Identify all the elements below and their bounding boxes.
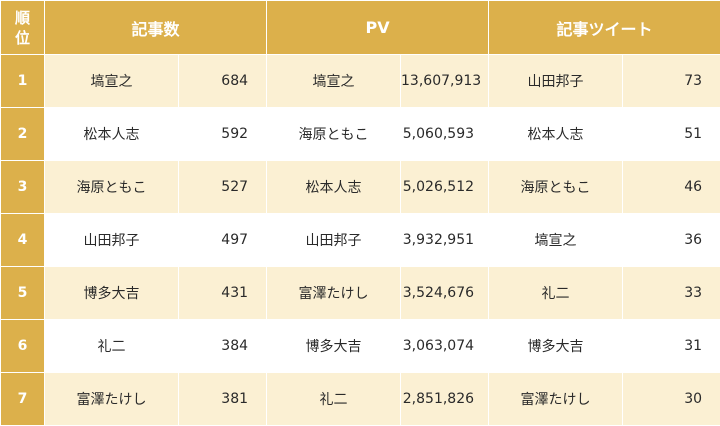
table-row: 3 海原ともこ 527 松本人志 5,026,512 海原ともこ 46 <box>0 160 720 214</box>
articles-name-cell: 山田邦子 <box>44 213 179 267</box>
articles-name-cell: 松本人志 <box>44 107 179 161</box>
table-row: 7 富澤たけし 381 礼二 2,851,826 富澤たけし 30 <box>0 372 720 426</box>
rank-header: 順位 <box>0 0 45 55</box>
articles-count-cell: 592 <box>177 107 268 161</box>
table-row: 4 山田邦子 497 山田邦子 3,932,951 塙宣之 36 <box>0 213 720 267</box>
table-row: 2 松本人志 592 海原ともこ 5,060,593 松本人志 51 <box>0 107 720 161</box>
articles-header: 記事数 <box>43 0 268 55</box>
rank-cell: 7 <box>0 372 45 426</box>
pv-count-cell: 3,524,676 <box>400 266 490 320</box>
tweets-count-cell: 30 <box>622 372 720 426</box>
articles-name-cell: 礼二 <box>44 319 179 373</box>
rank-cell: 6 <box>0 319 45 373</box>
tweets-count-cell: 31 <box>622 319 720 373</box>
pv-name-cell: 礼二 <box>266 372 402 426</box>
tweets-count-cell: 46 <box>622 160 720 214</box>
articles-name-cell: 塙宣之 <box>44 54 179 108</box>
table-row: 1 塙宣之 684 塙宣之 13,607,913 山田邦子 73 <box>0 54 720 108</box>
tweets-name-cell: 博多大吉 <box>488 319 624 373</box>
tweets-count-cell: 73 <box>622 54 720 108</box>
table-body: 1 塙宣之 684 塙宣之 13,607,913 山田邦子 73 2 松本人志 592 海原ともこ 5… <box>0 54 720 426</box>
pv-header: PV <box>266 0 490 55</box>
table-row: 6 礼二 384 博多大吉 3,063,074 博多大吉 31 <box>0 319 720 373</box>
articles-name-cell: 富澤たけし <box>44 372 179 426</box>
tweets-header: 記事ツイート <box>488 0 720 55</box>
articles-count-cell: 684 <box>177 54 268 108</box>
header-row: 順位 記事数 PV 記事ツイート <box>0 0 720 55</box>
articles-count-cell: 384 <box>177 319 268 373</box>
tweets-name-cell: 山田邦子 <box>488 54 624 108</box>
table-row: 5 博多大吉 431 富澤たけし 3,524,676 礼二 33 <box>0 266 720 320</box>
pv-name-cell: 海原ともこ <box>266 107 402 161</box>
pv-count-cell: 3,063,074 <box>400 319 490 373</box>
tweets-count-cell: 33 <box>622 266 720 320</box>
tweets-count-cell: 51 <box>622 107 720 161</box>
pv-name-cell: 博多大吉 <box>266 319 402 373</box>
pv-count-cell: 3,932,951 <box>400 213 490 267</box>
pv-count-cell: 2,851,826 <box>400 372 490 426</box>
articles-count-cell: 497 <box>177 213 268 267</box>
tweets-name-cell: 礼二 <box>488 266 624 320</box>
pv-count-cell: 5,060,593 <box>400 107 490 161</box>
pv-count-cell: 5,026,512 <box>400 160 490 214</box>
rank-cell: 1 <box>0 54 45 108</box>
rank-cell: 2 <box>0 107 45 161</box>
pv-name-cell: 山田邦子 <box>266 213 402 267</box>
tweets-count-cell: 36 <box>622 213 720 267</box>
pv-name-cell: 塙宣之 <box>266 54 402 108</box>
articles-count-cell: 381 <box>177 372 268 426</box>
tweets-name-cell: 富澤たけし <box>488 372 624 426</box>
rank-cell: 4 <box>0 213 45 267</box>
pv-name-cell: 松本人志 <box>266 160 402 214</box>
tweets-name-cell: 海原ともこ <box>488 160 624 214</box>
articles-name-cell: 博多大吉 <box>44 266 179 320</box>
articles-count-cell: 431 <box>177 266 268 320</box>
pv-name-cell: 富澤たけし <box>266 266 402 320</box>
rank-cell: 3 <box>0 160 45 214</box>
pv-count-cell: 13,607,913 <box>400 54 490 108</box>
tweets-name-cell: 塙宣之 <box>488 213 624 267</box>
articles-name-cell: 海原ともこ <box>44 160 179 214</box>
rank-cell: 5 <box>0 266 45 320</box>
articles-count-cell: 527 <box>177 160 268 214</box>
tweets-name-cell: 松本人志 <box>488 107 624 161</box>
